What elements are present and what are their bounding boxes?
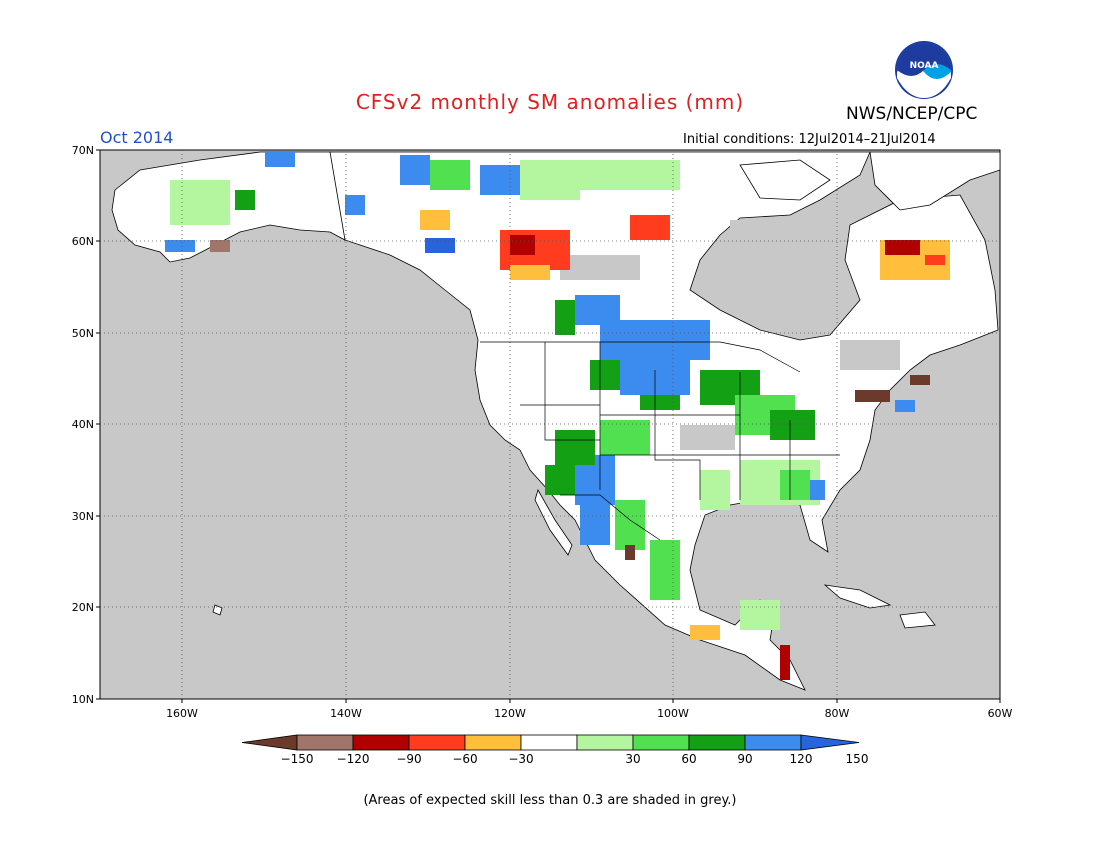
anomaly-cell xyxy=(895,400,915,412)
anomaly-cell xyxy=(700,470,730,510)
anomaly-cell xyxy=(510,265,550,280)
axis-ticks xyxy=(96,149,1001,703)
anomaly-cell xyxy=(885,240,920,255)
hawaii-land xyxy=(212,604,223,616)
chart-title: CFSv2 monthly SM anomalies (mm) xyxy=(355,90,745,114)
baja-land xyxy=(534,488,573,556)
colorbar-tick-label: 120 xyxy=(790,752,813,766)
anomaly-cell xyxy=(625,545,635,560)
low-skill-patch xyxy=(840,340,900,370)
political-boundaries xyxy=(480,341,840,541)
anomaly-cell xyxy=(210,240,230,252)
colorbar-tick-label: −120 xyxy=(337,752,370,766)
colorbar-segment xyxy=(632,734,690,751)
anomaly-cell xyxy=(600,320,710,360)
anomaly-cell xyxy=(545,465,575,495)
skill-footnote: (Areas of expected skill less than 0.3 a… xyxy=(363,793,737,808)
anomaly-cell xyxy=(615,500,645,550)
lon-label-100w: 100W xyxy=(657,707,689,720)
colorbar-tick-label: 150 xyxy=(846,752,869,766)
anomaly-cell xyxy=(770,410,815,440)
colorbar-segment xyxy=(408,734,466,751)
colorbar-arrow-high xyxy=(800,734,860,751)
anomaly-cell xyxy=(780,645,790,680)
anomaly-cell xyxy=(480,165,520,195)
lon-label-60w: 60W xyxy=(988,707,1013,720)
hispaniola-land xyxy=(899,611,936,629)
anomaly-cell xyxy=(630,215,670,240)
colorbar-segment xyxy=(464,734,522,751)
anomaly-cell xyxy=(165,240,195,252)
low-skill-patch xyxy=(730,220,790,310)
noaa-logo: NOAA xyxy=(895,41,953,99)
colorbar-segment xyxy=(744,734,802,751)
colorbar-tick-label: 90 xyxy=(737,752,752,766)
anomaly-cell xyxy=(925,255,945,265)
anomaly-cell xyxy=(590,360,620,390)
anomaly-cell xyxy=(520,160,580,200)
cuba-land xyxy=(823,584,892,609)
colorbar-segment xyxy=(520,734,578,751)
colorbar-segment xyxy=(688,734,746,751)
low-skill-shading xyxy=(560,220,900,450)
colorbar-tick-label: −150 xyxy=(281,752,314,766)
colorbar-tick-label: 60 xyxy=(681,752,696,766)
anomaly-cell xyxy=(740,600,780,630)
anomaly-cell xyxy=(420,210,450,230)
lat-label-60n: 60N xyxy=(72,235,94,248)
colorbar: −150 −120 −90 −60 −30 30 60 90 120 150 xyxy=(241,734,869,766)
anomaly-cell xyxy=(910,375,930,385)
anomaly-cell xyxy=(170,180,230,225)
low-skill-patch xyxy=(560,255,640,280)
anomaly-cell xyxy=(780,470,810,500)
anomaly-cells xyxy=(165,152,950,680)
greenland-land xyxy=(869,151,1001,211)
anomaly-cell xyxy=(580,160,680,190)
anomaly-cell xyxy=(810,480,825,500)
colorbar-segment xyxy=(576,734,634,751)
colorbar-tick-label: −90 xyxy=(396,752,421,766)
lon-label-160w: 160W xyxy=(166,707,198,720)
anomaly-cell xyxy=(855,390,890,402)
colorbar-segment xyxy=(296,734,354,751)
anomaly-cell xyxy=(555,300,575,335)
lon-label-80w: 80W xyxy=(825,707,850,720)
lat-label-70n: 70N xyxy=(72,144,94,157)
anomaly-cell xyxy=(345,195,365,215)
lat-label-20n: 20N xyxy=(72,601,94,614)
lat-label-50n: 50N xyxy=(72,327,94,340)
lat-label-40n: 40N xyxy=(72,418,94,431)
lon-label-120w: 120W xyxy=(494,707,526,720)
anomaly-cell xyxy=(580,505,610,545)
colorbar-segment xyxy=(352,734,410,751)
lat-label-30n: 30N xyxy=(72,510,94,523)
anomaly-cell xyxy=(430,160,470,190)
initial-conditions-label: Initial conditions: 12Jul2014–21Jul2014 xyxy=(683,132,936,147)
lat-label-10n: 10N xyxy=(72,693,94,706)
anomaly-cell xyxy=(600,420,650,455)
anomaly-cell xyxy=(400,155,430,185)
anomaly-cell xyxy=(425,238,455,253)
colorbar-tick-label: 30 xyxy=(625,752,640,766)
low-skill-patch xyxy=(790,240,840,300)
anomaly-cell xyxy=(555,430,595,465)
anomaly-cell xyxy=(265,152,295,167)
organization-label: NWS/NCEP/CPC xyxy=(846,104,978,124)
anomaly-cell xyxy=(690,625,720,640)
low-skill-patch xyxy=(680,425,735,450)
noaa-logo-text: NOAA xyxy=(910,61,939,71)
anomaly-cell xyxy=(510,235,535,255)
colorbar-tick-label: −30 xyxy=(508,752,533,766)
anomaly-cell xyxy=(235,190,255,210)
anomaly-cell xyxy=(640,395,680,410)
lon-label-140w: 140W xyxy=(330,707,362,720)
anomaly-cell xyxy=(650,540,680,600)
baffin-island xyxy=(739,159,831,201)
colorbar-tick-label: −60 xyxy=(452,752,477,766)
colorbar-arrow-low xyxy=(241,734,298,751)
valid-period-label: Oct 2014 xyxy=(100,128,174,147)
